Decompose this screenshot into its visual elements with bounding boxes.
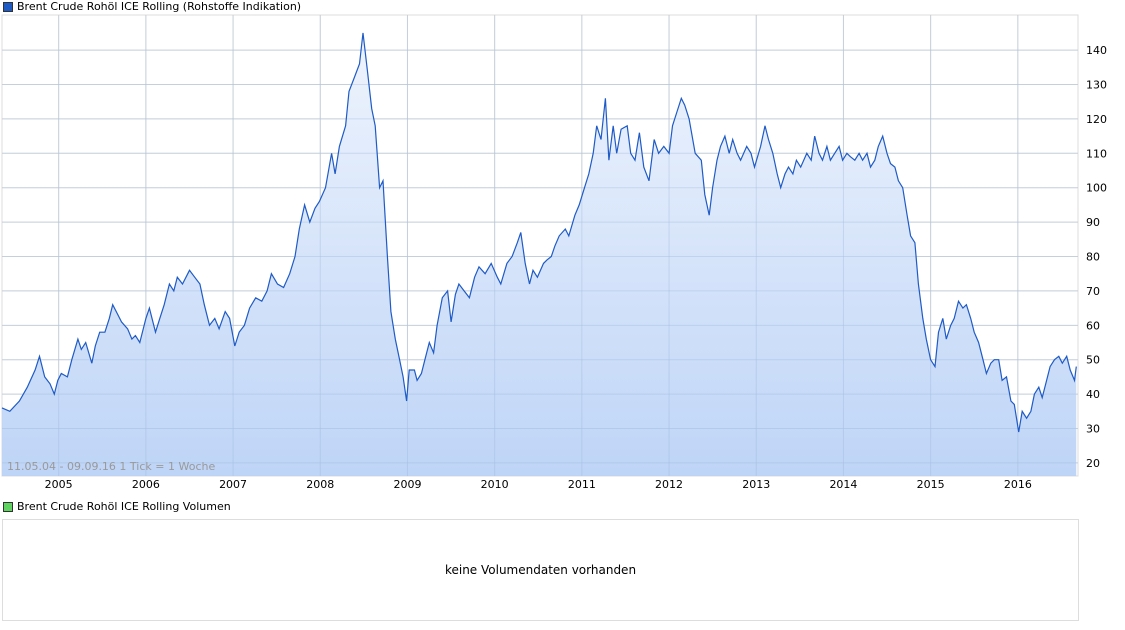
y-tick-label: 100 [1086,182,1107,195]
y-tick-label: 140 [1086,44,1107,57]
x-tick-label: 2011 [568,478,596,491]
x-tick-label: 2005 [45,478,73,491]
y-tick-label: 30 [1086,423,1100,436]
y-tick-label: 90 [1086,216,1100,229]
y-tick-label: 40 [1086,388,1100,401]
y-tick-label: 70 [1086,285,1100,298]
y-tick-label: 110 [1086,147,1107,160]
y-tick-label: 50 [1086,354,1100,367]
price-line [1,32,1077,433]
y-tick-label: 20 [1086,457,1100,470]
volume-legend-swatch [3,501,13,512]
x-tick-label: 2013 [742,478,770,491]
volume-legend-label: Brent Crude Rohöl ICE Rolling Volumen [17,500,231,513]
y-tick-label: 130 [1086,78,1107,91]
price-legend: Brent Crude Rohöl ICE Rolling (Rohstoffe… [3,0,301,13]
x-tick-label: 2012 [655,478,683,491]
y-tick-label: 60 [1086,319,1100,332]
volume-panel: keine Volumendaten vorhanden [2,519,1079,621]
price-chart: 20 30 40 50 60 70 80 90 100 110 120 130 140 2005 2006 2… [1,14,1107,491]
x-tick-label: 2010 [481,478,509,491]
volume-empty-message: keine Volumendaten vorhanden [444,563,637,577]
x-tick-label: 2015 [917,478,945,491]
chart-range-info: 11.05.04 - 09.09.16 1 Tick = 1 Woche [7,460,215,473]
x-tick-label: 2016 [1004,478,1032,491]
x-tick-label: 2008 [306,478,334,491]
price-legend-swatch [3,1,13,12]
price-area [2,32,1077,477]
x-tick-label: 2014 [829,478,857,491]
price-legend-label: Brent Crude Rohöl ICE Rolling (Rohstoffe… [17,0,302,13]
volume-legend: Brent Crude Rohöl ICE Rolling Volumen [3,500,231,513]
x-tick-label: 2006 [132,478,160,491]
y-tick-label: 120 [1086,113,1107,126]
x-tick-label: 2009 [393,478,421,491]
y-tick-label: 80 [1086,251,1100,264]
x-tick-label: 2007 [219,478,247,491]
